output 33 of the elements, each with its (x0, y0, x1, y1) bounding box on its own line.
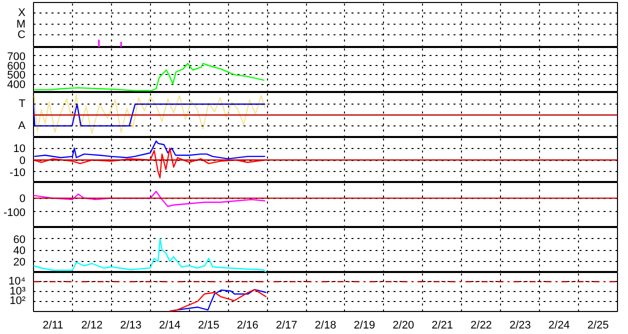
x-tick-label: 2/18 (314, 320, 336, 332)
y-tick-label: -10 (10, 166, 26, 179)
y-tick-label: 0 (19, 193, 26, 206)
x-tick-label: 2/13 (120, 320, 142, 332)
ref-line-label: X (18, 7, 26, 19)
x-tick-label: 2/24 (548, 320, 570, 332)
y-tick-label: 10 (13, 143, 26, 156)
x-tick-label: 2/21 (432, 320, 454, 332)
y-tick-label: 20 (13, 256, 26, 268)
y-tick-label: 40 (13, 245, 26, 257)
x-tick-label: 2/17 (276, 320, 298, 332)
x-tick-label: 2/12 (81, 320, 103, 332)
y-tick-label: 400 (7, 79, 26, 92)
x-tick-label: 2/23 (509, 320, 531, 332)
ref-line-label: M (16, 18, 26, 30)
x-tick-label: 2/14 (159, 320, 180, 332)
x-tick-label: 2/16 (236, 320, 258, 332)
x-tick-label: 2/19 (354, 320, 376, 332)
y-tick-label: 700 (7, 50, 26, 63)
y-tick-label: 10⁴ (8, 276, 26, 288)
y-tick-label: 10³ (10, 285, 26, 298)
ref-line-label: A (18, 120, 26, 132)
ref-line-label: T (18, 98, 26, 110)
x-tick-label: 2/22 (470, 320, 492, 332)
x-tick-label: 2/11 (42, 320, 64, 332)
x-tick-label: 2/20 (392, 320, 414, 332)
y-tick-label: 0 (19, 155, 26, 167)
x-tick-label: 2/15 (198, 320, 220, 332)
ref-line-label: C (18, 28, 26, 41)
y-tick-label: 10² (10, 295, 26, 308)
y-tick-label: 60 (13, 234, 26, 246)
y-tick-label: -100 (3, 206, 26, 219)
x-tick-label: 2/25 (587, 320, 609, 332)
